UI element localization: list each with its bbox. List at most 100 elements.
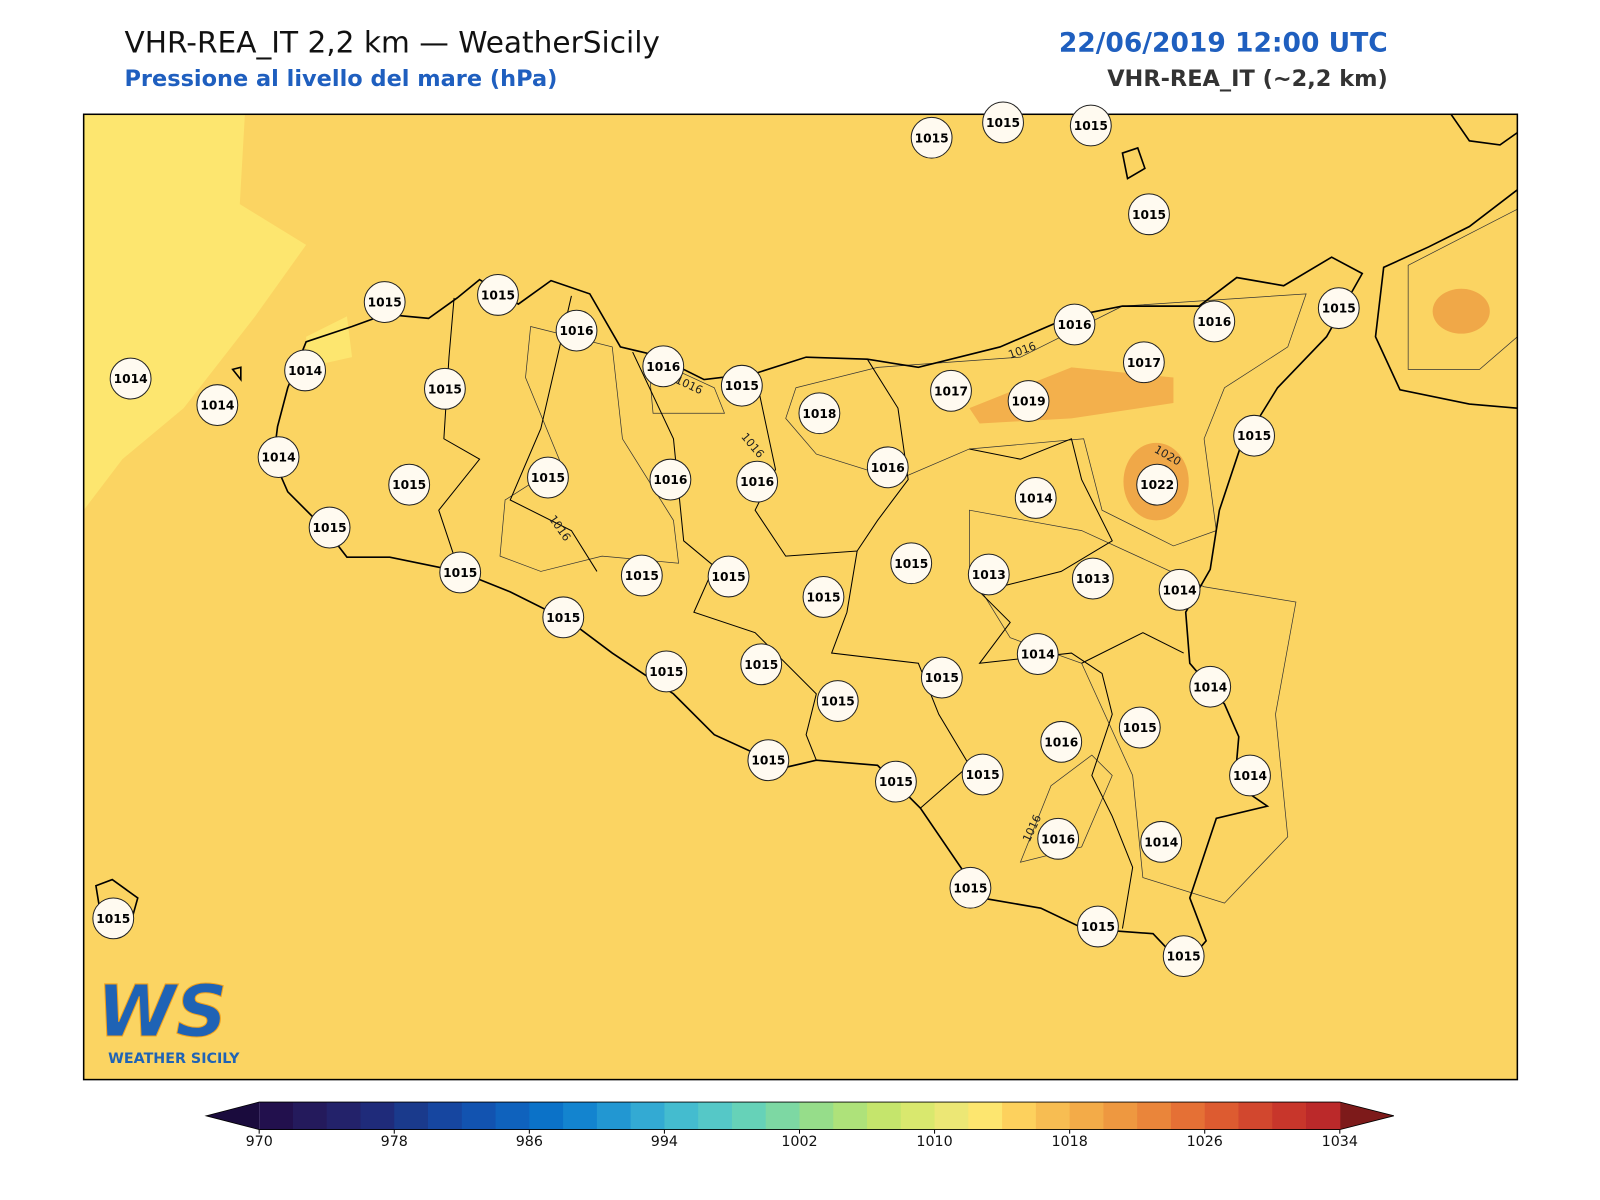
- station: 1014: [1189, 665, 1232, 708]
- colorbar-tick-label: 994: [651, 1134, 678, 1150]
- station: 1013: [1071, 557, 1114, 600]
- station-marker: [308, 506, 351, 549]
- station-marker: [707, 555, 750, 598]
- station-marker: [736, 460, 779, 503]
- station-value: 1019: [1012, 395, 1046, 409]
- station-marker: [910, 116, 953, 159]
- station-value: 1017: [1127, 356, 1161, 370]
- colorbar-segment: [360, 1102, 395, 1130]
- model: VHR-REA_IT (~2,2 km): [1107, 66, 1388, 92]
- station-value: 1015: [744, 658, 778, 672]
- station-value: 1016: [871, 461, 905, 475]
- station-value: 1015: [531, 471, 565, 485]
- station-value: 1015: [481, 288, 515, 302]
- station: 1014: [109, 357, 152, 400]
- station-marker: [866, 446, 909, 489]
- station-value: 1015: [428, 382, 462, 396]
- station-value: 1014: [262, 451, 296, 465]
- station-marker: [961, 753, 1004, 796]
- station-value: 1014: [1144, 835, 1178, 849]
- station-marker: [1071, 557, 1114, 600]
- colorbar-segment: [1238, 1102, 1273, 1130]
- station: 1015: [740, 643, 783, 686]
- station: 1016: [866, 446, 909, 489]
- station-value: 1014: [1019, 491, 1053, 505]
- station-marker: [542, 596, 585, 639]
- field: [83, 114, 1518, 1080]
- logo-name: WEATHER SICILY: [108, 1051, 240, 1067]
- station-value: 1015: [1237, 429, 1271, 443]
- station-value: 1015: [392, 478, 426, 492]
- colorbar-segment: [698, 1102, 733, 1130]
- station: 1016: [1193, 300, 1236, 343]
- colorbar-tick-label: 1018: [1051, 1134, 1087, 1150]
- station: 1015: [527, 456, 569, 499]
- station: 1013: [967, 553, 1010, 596]
- station-marker: [720, 364, 763, 407]
- colorbar-over: [1339, 1102, 1394, 1130]
- station-marker: [649, 458, 692, 501]
- station: 1015: [961, 753, 1004, 796]
- station: 1016: [555, 309, 598, 352]
- station-value: 1015: [649, 665, 683, 679]
- station: 1015: [982, 101, 1024, 144]
- colorbar-tick-label: 1026: [1187, 1134, 1223, 1150]
- station-value: 1014: [1233, 769, 1267, 783]
- station-marker: [1193, 300, 1236, 343]
- station: 1014: [284, 349, 327, 392]
- station: 1022: [1136, 463, 1179, 506]
- station-marker: [1077, 905, 1119, 948]
- colorbar-segment: [529, 1102, 564, 1130]
- field-low: [969, 509, 1297, 904]
- station-value: 1015: [915, 131, 949, 145]
- station-value: 1022: [1140, 478, 1174, 492]
- colorbar-segment: [1272, 1102, 1307, 1130]
- station-value: 1015: [1322, 302, 1356, 316]
- station-marker: [1229, 754, 1271, 797]
- station-marker: [1122, 341, 1165, 384]
- station-marker: [439, 551, 482, 594]
- station: 1015: [92, 897, 135, 940]
- station: 1016: [1040, 720, 1083, 763]
- colorbar-segment: [292, 1102, 328, 1130]
- station: 1014: [1014, 477, 1057, 519]
- station: 1016: [649, 458, 692, 501]
- stations: 1015 1015 1015 1015 1015 1015 1016 1016 1015 1014…: [92, 101, 1360, 978]
- station-value: 1014: [200, 399, 234, 413]
- title: VHR-REA_IT 2,2 km — WeatherSicily: [124, 25, 659, 59]
- station-value: 1015: [1081, 920, 1115, 934]
- station: 1015: [1233, 414, 1275, 457]
- station-marker: [642, 345, 685, 388]
- colorbar-tick-label: 970: [246, 1134, 273, 1150]
- station-value: 1016: [559, 324, 593, 338]
- station-marker: [1136, 463, 1179, 506]
- station: 1015: [1118, 706, 1161, 749]
- station-marker: [982, 101, 1024, 144]
- station-marker: [1007, 380, 1050, 422]
- station-marker: [1118, 706, 1161, 749]
- station-value: 1015: [1123, 721, 1157, 735]
- station-value: 1015: [725, 379, 759, 393]
- station-marker: [423, 367, 466, 410]
- station-marker: [890, 542, 933, 585]
- province-border: [438, 295, 1184, 929]
- station: 1014: [257, 436, 300, 479]
- station-marker: [1069, 104, 1112, 147]
- station-value: 1014: [114, 372, 148, 386]
- colorbar-tick-label: 1010: [916, 1134, 952, 1150]
- colorbar-segment: [1069, 1102, 1104, 1130]
- station: 1015: [645, 650, 688, 693]
- station: 1015: [388, 463, 431, 506]
- colorbar-segment: [1137, 1102, 1172, 1130]
- station: 1018: [798, 392, 841, 435]
- colorbar-segment: [968, 1102, 1003, 1130]
- station: 1015: [542, 596, 585, 639]
- station-value: 1015: [894, 557, 928, 571]
- station-value: 1015: [821, 695, 855, 709]
- colorbar-segment: [664, 1102, 699, 1130]
- station-marker: [816, 680, 859, 722]
- station-marker: [645, 650, 688, 693]
- station-marker: [477, 273, 519, 316]
- station: 1016: [736, 460, 779, 503]
- colorbar-segment: [1204, 1102, 1239, 1130]
